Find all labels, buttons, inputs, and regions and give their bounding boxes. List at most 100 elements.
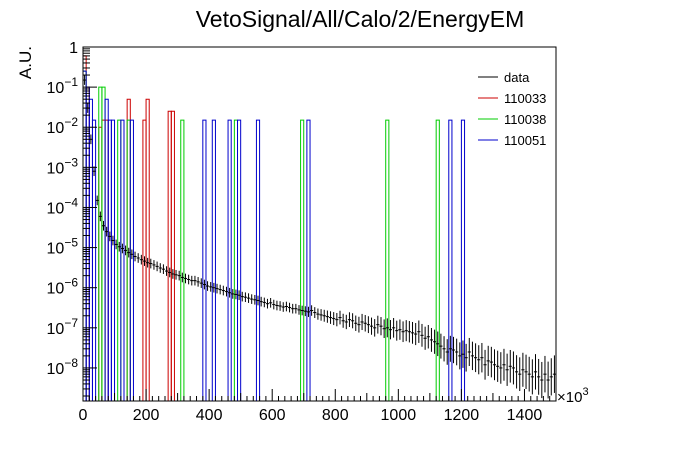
histogram-bin-110051 — [211, 119, 216, 401]
x-axis-scale-label: ×103 — [557, 386, 589, 406]
y-axis-label: A.U. — [16, 46, 35, 79]
data-point — [164, 266, 169, 276]
data-point — [407, 321, 411, 343]
data-point — [174, 269, 178, 280]
data-point — [332, 312, 336, 326]
x-tick-label: 0 — [79, 407, 88, 424]
data-point — [281, 302, 285, 312]
y-tick-label: 10−7 — [47, 316, 79, 338]
data-point — [502, 348, 506, 381]
y-tick-label: 10−8 — [47, 356, 79, 378]
data-point — [243, 292, 247, 303]
data-point — [392, 318, 396, 338]
data-point — [278, 301, 282, 311]
y-tick-label: 10−1 — [47, 75, 79, 97]
data-point — [524, 354, 528, 390]
data-point — [470, 341, 475, 371]
x-tick-label: 1400 — [507, 407, 543, 424]
data-point — [306, 306, 311, 317]
data-point — [127, 247, 131, 258]
histogram-bin-110038 — [435, 119, 440, 401]
data-point — [417, 320, 421, 343]
data-point — [458, 342, 462, 370]
data-point — [205, 281, 210, 291]
data-point — [351, 313, 355, 329]
data-point — [410, 321, 415, 344]
data-point — [218, 284, 222, 295]
data-point — [161, 264, 165, 274]
data-point — [297, 305, 301, 315]
data-point — [344, 314, 348, 330]
data-point — [423, 326, 427, 350]
legend-label: 110051 — [504, 133, 546, 148]
data-point — [240, 291, 244, 302]
data-point — [426, 324, 430, 349]
data-point — [310, 305, 314, 316]
data-point — [464, 343, 468, 372]
x-axis-ticks: 0 200 400 600 800 1000 1200 1400 — [79, 389, 557, 424]
data-point — [316, 308, 320, 320]
histogram-layer — [82, 55, 466, 401]
x-tick-label: 1200 — [444, 407, 480, 424]
data-point — [401, 321, 405, 343]
data-point — [537, 358, 541, 395]
data-point — [269, 298, 273, 308]
data-point — [120, 243, 124, 254]
data-point — [199, 278, 203, 288]
data-point — [511, 351, 516, 385]
data-point — [439, 333, 443, 359]
data-point — [142, 256, 147, 266]
x-tick-label: 200 — [133, 407, 160, 424]
data-points-layer — [83, 75, 556, 399]
data-point — [253, 294, 257, 305]
histogram-bin-110051 — [202, 119, 207, 401]
data-point — [193, 275, 197, 286]
histogram-bin-110051 — [460, 119, 466, 401]
x-tick-label: 600 — [259, 407, 286, 424]
data-point — [209, 282, 213, 292]
data-point — [395, 320, 399, 341]
data-point — [101, 220, 106, 231]
data-point — [250, 294, 254, 304]
data-point — [518, 357, 522, 391]
data-point — [202, 279, 206, 290]
data-point — [521, 352, 525, 387]
data-point — [98, 211, 102, 222]
histogram-bin-110051 — [129, 119, 134, 401]
data-point — [385, 318, 389, 338]
legend: data 110033 110038 110051 — [478, 70, 546, 148]
data-point — [139, 254, 143, 265]
data-point — [429, 327, 434, 352]
histogram-bin-110051 — [110, 119, 116, 401]
histogram-bin-110038 — [180, 119, 185, 401]
data-point — [433, 329, 437, 354]
x-tick-label: 1000 — [381, 407, 417, 424]
histogram-bin-110033 — [170, 110, 175, 401]
data-point — [382, 319, 386, 339]
data-point — [108, 231, 112, 242]
histogram-bin-110033 — [145, 98, 150, 401]
y-tick-label: 1 — [69, 40, 78, 57]
data-point — [146, 257, 150, 268]
legend-label: 110033 — [504, 91, 546, 106]
data-point — [436, 331, 440, 357]
data-point — [272, 299, 276, 310]
data-point — [414, 322, 418, 346]
data-point — [552, 355, 556, 393]
data-point — [196, 277, 200, 287]
data-point — [152, 260, 156, 270]
data-point — [190, 275, 194, 286]
y-tick-label: 10−3 — [47, 155, 79, 177]
data-point — [136, 253, 140, 263]
histogram-bin-110051 — [227, 119, 232, 401]
legend-label: 110038 — [504, 112, 546, 127]
histogram-bin-110051 — [306, 119, 311, 401]
histogram-bin-110051 — [448, 119, 453, 401]
data-point — [451, 336, 456, 364]
data-point — [325, 310, 329, 323]
data-point — [347, 312, 352, 327]
data-point — [360, 313, 364, 331]
data-point — [445, 339, 449, 365]
data-point — [300, 305, 304, 316]
data-point — [533, 354, 538, 390]
